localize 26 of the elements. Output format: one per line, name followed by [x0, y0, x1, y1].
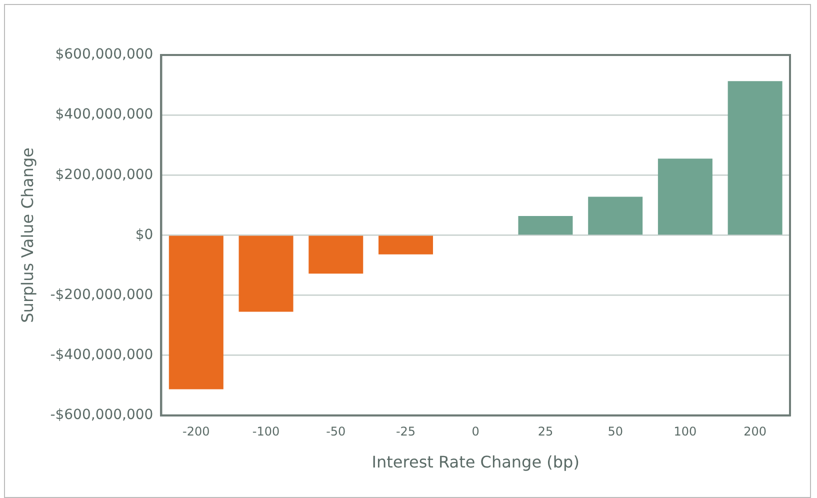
x-tick-label: 100 [674, 424, 697, 439]
bar [308, 236, 364, 274]
x-tick-label: -200 [182, 424, 210, 439]
x-tick-label: 25 [538, 424, 554, 439]
bar [658, 158, 712, 235]
y-tick-label: -$200,000,000 [50, 286, 154, 303]
x-tick-label: 50 [608, 424, 623, 439]
y-tick-label: $0 [135, 226, 154, 243]
x-axis-title: Interest Rate Change (bp) [372, 452, 580, 472]
bar [168, 236, 224, 390]
x-tick-label: -50 [326, 424, 346, 439]
y-tick-label: $400,000,000 [55, 106, 154, 123]
bar [588, 196, 643, 235]
x-tick-label: -25 [396, 424, 416, 439]
y-tick-label: $600,000,000 [55, 46, 154, 63]
y-tick-label: $200,000,000 [55, 166, 154, 183]
bar [378, 236, 433, 254]
bar [238, 236, 294, 312]
bar [518, 216, 573, 235]
x-tick-label: 200 [744, 424, 767, 439]
y-axis-title: Surplus Value Change [18, 148, 37, 323]
x-tick-label: -100 [252, 424, 280, 439]
y-tick-label: -$600,000,000 [50, 407, 154, 424]
x-tick-label: 0 [472, 424, 480, 439]
y-tick-label: -$400,000,000 [50, 346, 154, 363]
bar [728, 81, 782, 235]
